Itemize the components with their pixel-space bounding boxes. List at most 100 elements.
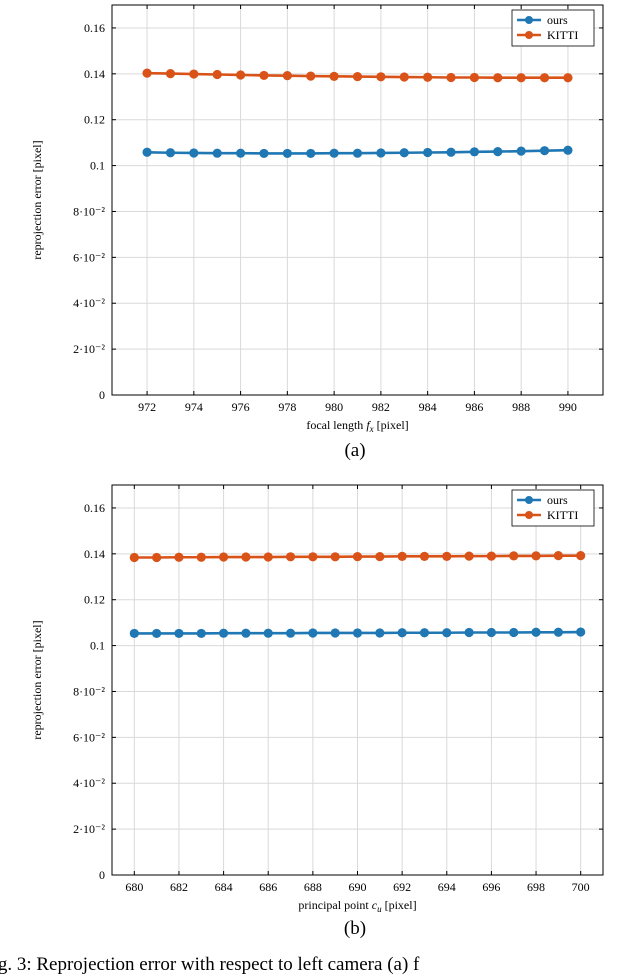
data-point bbox=[174, 628, 184, 639]
x-tick-label: 988 bbox=[512, 400, 530, 414]
data-point bbox=[446, 147, 456, 157]
data-point bbox=[218, 552, 229, 562]
data-point bbox=[329, 71, 339, 81]
legend-box bbox=[511, 9, 595, 47]
x-tick-label: 680 bbox=[125, 880, 143, 894]
data-point bbox=[129, 628, 139, 639]
data-point bbox=[486, 551, 497, 561]
data-point bbox=[531, 627, 541, 637]
data-point bbox=[263, 628, 273, 638]
x-tick-label: 684 bbox=[215, 880, 233, 894]
data-point bbox=[423, 147, 433, 158]
x-tick-label: 990 bbox=[559, 400, 577, 414]
data-point bbox=[464, 551, 474, 561]
y-tick-label: 0.1 bbox=[90, 159, 105, 173]
data-point bbox=[196, 628, 206, 639]
data-point bbox=[306, 148, 316, 159]
y-tick-label: 0.12 bbox=[84, 593, 105, 607]
data-point bbox=[152, 552, 162, 563]
data-point bbox=[165, 148, 176, 158]
data-point bbox=[129, 552, 139, 563]
data-point bbox=[553, 551, 563, 561]
series-kitti bbox=[129, 551, 586, 563]
data-point bbox=[375, 551, 385, 562]
data-point bbox=[218, 628, 229, 638]
data-point bbox=[419, 628, 430, 638]
x-tick-label: 976 bbox=[232, 400, 250, 414]
series-ours bbox=[142, 145, 573, 159]
data-point bbox=[142, 68, 152, 78]
series-ours bbox=[129, 627, 586, 639]
x-tick-label: 974 bbox=[185, 400, 203, 414]
data-point bbox=[397, 551, 407, 561]
y-axis-ticks: 0 2·10⁻² 4·10⁻² 6·10⁻² 8·10⁻² 0.1 0.12 0.14 0.16 bbox=[73, 21, 603, 402]
subfigure-label-a: (a) bbox=[344, 440, 366, 461]
subfigure-label-b: (b) bbox=[343, 918, 367, 939]
data-point bbox=[308, 552, 318, 562]
x-tick-label: 690 bbox=[349, 880, 367, 894]
x-tick-label: 688 bbox=[304, 880, 322, 894]
legend-swatch-marker bbox=[525, 31, 533, 39]
data-point bbox=[423, 72, 433, 82]
x-axis-label: principal point cu [pixel] bbox=[298, 898, 416, 914]
y-tick-label: 8·10⁻² bbox=[73, 684, 105, 698]
data-point bbox=[469, 147, 480, 157]
data-point bbox=[563, 145, 573, 155]
y-tick-label: 2·10⁻² bbox=[73, 342, 105, 356]
data-point bbox=[165, 68, 176, 79]
data-point bbox=[329, 148, 339, 158]
y-tick-label: 0.16 bbox=[84, 21, 105, 35]
y-tick-label: 2·10⁻² bbox=[73, 822, 105, 836]
data-point bbox=[399, 148, 409, 158]
data-point bbox=[282, 148, 292, 159]
data-point bbox=[576, 551, 586, 561]
data-point bbox=[446, 72, 456, 83]
data-point bbox=[442, 628, 452, 638]
x-tick-label: 692 bbox=[393, 880, 411, 894]
data-point bbox=[189, 148, 199, 158]
data-point bbox=[308, 628, 318, 638]
data-point bbox=[352, 551, 363, 562]
data-point bbox=[330, 628, 340, 638]
data-point bbox=[152, 628, 162, 639]
chart-focal-length: 972 974 976 978 980 982 984 986 988 990 0 2·10⁻² 4·1… bbox=[30, 4, 604, 434]
data-point bbox=[263, 552, 273, 562]
y-tick-label: 0.12 bbox=[84, 113, 105, 127]
x-tick-label: 686 bbox=[259, 880, 277, 894]
data-point bbox=[259, 70, 269, 81]
legend-swatch-marker bbox=[525, 16, 533, 24]
data-point bbox=[235, 148, 246, 158]
x-tick-label: 696 bbox=[482, 880, 500, 894]
chart-principal-point: 680 682 684 686 688 690 692 694 696 698 700 0 2·10⁻²… bbox=[30, 484, 604, 914]
data-point bbox=[493, 73, 503, 83]
figure-caption: Fig. 3: Reprojection error with respect … bbox=[0, 954, 420, 975]
y-tick-label: 4·10⁻² bbox=[73, 776, 105, 790]
y-axis-ticks: 0 2·10⁻² 4·10⁻² 6·10⁻² 8·10⁻² 0.1 0.12 0.14 0.16 bbox=[73, 501, 603, 882]
data-point bbox=[576, 627, 586, 637]
y-tick-label: 0 bbox=[99, 868, 105, 882]
data-point bbox=[352, 148, 363, 158]
data-point bbox=[399, 72, 409, 82]
y-tick-label: 0.1 bbox=[90, 639, 105, 653]
data-point bbox=[375, 628, 385, 638]
legend-box bbox=[511, 489, 595, 527]
y-tick-label: 6·10⁻² bbox=[73, 730, 105, 744]
data-point bbox=[352, 71, 363, 82]
y-tick-label: 0.14 bbox=[84, 547, 105, 561]
grid bbox=[112, 5, 603, 396]
y-axis-label: reprojection error [pixel] bbox=[30, 140, 44, 259]
data-point bbox=[563, 73, 573, 83]
data-point bbox=[509, 551, 519, 561]
x-tick-label: 982 bbox=[372, 400, 390, 414]
legend-swatch-marker bbox=[525, 511, 533, 519]
y-tick-label: 0 bbox=[99, 388, 105, 402]
x-axis-ticks: 680 682 684 686 688 690 692 694 696 698 700 bbox=[125, 485, 590, 894]
data-point bbox=[196, 552, 206, 562]
data-point bbox=[241, 552, 251, 562]
data-point bbox=[553, 627, 563, 637]
data-point bbox=[259, 148, 269, 159]
legend-entry-ours: ours bbox=[547, 13, 568, 27]
data-point bbox=[516, 73, 526, 83]
